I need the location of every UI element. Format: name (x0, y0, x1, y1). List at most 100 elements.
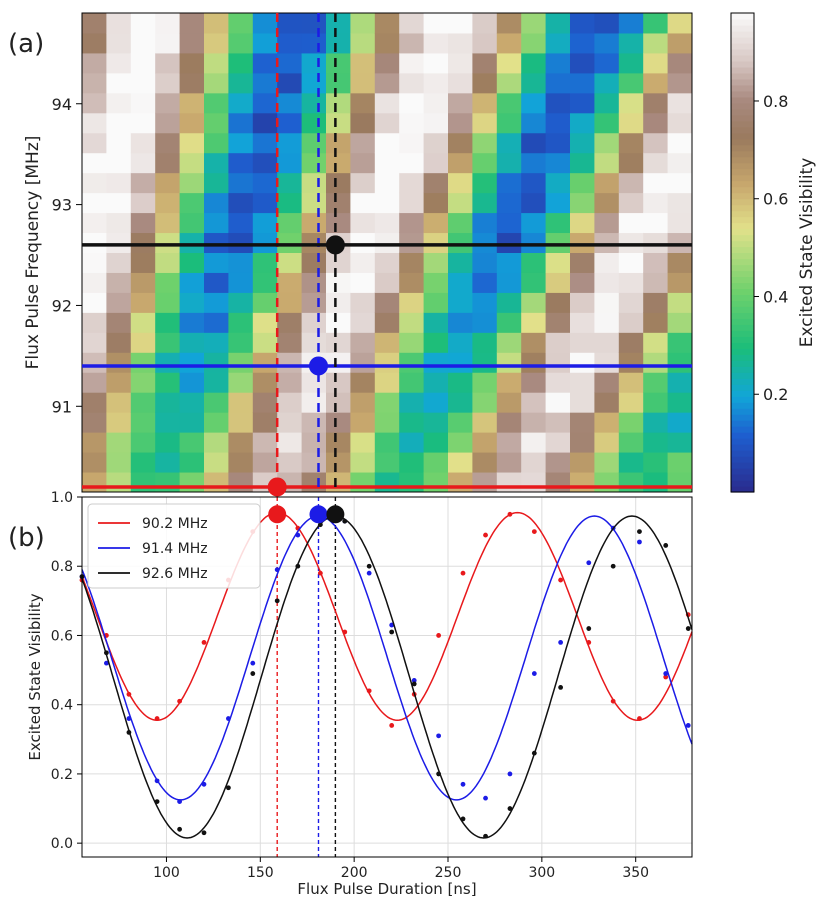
heatmap-cell (618, 352, 644, 373)
data-point (586, 560, 592, 566)
heatmap-cell (155, 72, 181, 94)
heatmap-cell (643, 52, 669, 74)
heatmap-cell (228, 212, 254, 234)
heatmap-cell (326, 452, 351, 473)
heatmap-cell (326, 412, 351, 433)
heatmap-cell (301, 212, 327, 234)
heatmap-cell (448, 332, 473, 353)
heatmap-cell (423, 452, 449, 473)
heatmap-cell (130, 432, 156, 453)
heatmap-cell (350, 372, 376, 393)
heatmap-cell (521, 392, 547, 413)
heatmap-cell (130, 372, 156, 393)
heatmap-cell (521, 232, 547, 253)
heatmap-cell (472, 13, 498, 34)
data-point (389, 629, 395, 635)
heatmap-cell (643, 372, 669, 393)
heatmap-cell (570, 352, 595, 373)
heatmap-cell (472, 172, 498, 194)
colorbar-segment (731, 432, 754, 439)
heatmap-cell (618, 412, 644, 433)
colorbar-segment (731, 168, 754, 176)
heatmap-cell (155, 292, 181, 313)
data-point (411, 681, 417, 687)
data-point (460, 816, 466, 822)
heatmap-cell (667, 432, 693, 453)
heatmap-cell (448, 92, 473, 114)
heatmap-cell (570, 192, 595, 214)
line-chart-panel: (b) 100 150 200 250 300 350 0.0 0.2 0.4 0.6 0.8 1.0… (8, 490, 693, 898)
heatmap-cell (82, 412, 107, 433)
heatmap-cell (399, 392, 425, 413)
colorbar-segment (731, 378, 754, 385)
line-chart-ticks: 100 150 200 250 300 350 0.0 0.2 0.4 0.6 0.8 1.0 (51, 490, 649, 881)
heatmap-cell (82, 312, 107, 333)
colorbar-segment (731, 210, 754, 218)
heatmap-cell (350, 72, 376, 94)
heatmap-cell (618, 332, 644, 353)
heatmap-cell (130, 312, 156, 333)
heatmap-cell (252, 332, 278, 353)
heatmap-cell (277, 13, 303, 34)
colorbar-segment (731, 108, 754, 116)
heatmap-cell (618, 132, 644, 154)
heatmap-cell (667, 352, 693, 373)
colorbar-segment (731, 276, 754, 284)
heatmap-cell (545, 472, 571, 493)
heatmap-cell (106, 352, 132, 373)
heatmap-cell (228, 432, 254, 453)
heatmap-cell (570, 332, 595, 353)
heatmap-cell (228, 72, 254, 94)
colorbar-segment (731, 48, 754, 56)
heatmap-cell (374, 192, 400, 214)
heatmap-cell (570, 152, 595, 174)
heatmap-cell (545, 352, 571, 373)
heatmap-cell (326, 252, 351, 273)
colorbar-segment (731, 438, 754, 445)
heatmap-cell (106, 192, 132, 214)
heatmap-cell (277, 32, 303, 54)
colorbar-tick-label: 0.6 (763, 190, 788, 209)
data-point (531, 750, 537, 756)
heatmap-cell (496, 252, 522, 273)
heatmap-cell (618, 172, 644, 194)
heatmap-cell (570, 32, 595, 54)
heatmap-cell (643, 152, 669, 174)
heatmap-cell (228, 13, 254, 34)
colorbar-tick-label: 0.2 (763, 385, 788, 404)
y-tick-label: 1.0 (51, 490, 73, 506)
heatmap-cell (82, 52, 107, 74)
heatmap-cell (570, 72, 595, 94)
heatmap-cell (448, 312, 473, 333)
heatmap-cell (374, 392, 400, 413)
heatmap-cell (82, 292, 107, 313)
heatmap-cell (252, 132, 278, 154)
data-point (226, 716, 231, 721)
heatmap-cell (277, 212, 303, 234)
heatmap-cell (252, 72, 278, 94)
heatmap-cell (496, 92, 522, 114)
heatmap-cell (399, 92, 425, 114)
heatmap-cell (252, 112, 278, 134)
heatmap-cell (545, 412, 571, 433)
heatmap-cell (326, 392, 351, 413)
heatmap-cell (350, 192, 376, 214)
heatmap-cell (570, 292, 595, 313)
heatmap-cell (423, 152, 449, 174)
heatmap-cell (545, 172, 571, 194)
data-point (558, 577, 564, 583)
heatmap-cell (667, 292, 693, 313)
heatmap-cell (277, 52, 303, 74)
heatmap-cell (472, 412, 498, 433)
heatmap-cell (82, 212, 107, 234)
heatmap-cell (570, 452, 595, 473)
heatmap-cell (545, 272, 571, 293)
heatmap-cell (399, 252, 425, 273)
heatmap-cell (521, 13, 547, 34)
colorbar-segment (731, 372, 754, 379)
colorbar-segment (731, 480, 754, 487)
heatmap-cell (326, 52, 351, 74)
heatmap-cell (130, 292, 156, 313)
heatmap-cell (643, 32, 669, 54)
colorbar-segment (731, 366, 754, 373)
